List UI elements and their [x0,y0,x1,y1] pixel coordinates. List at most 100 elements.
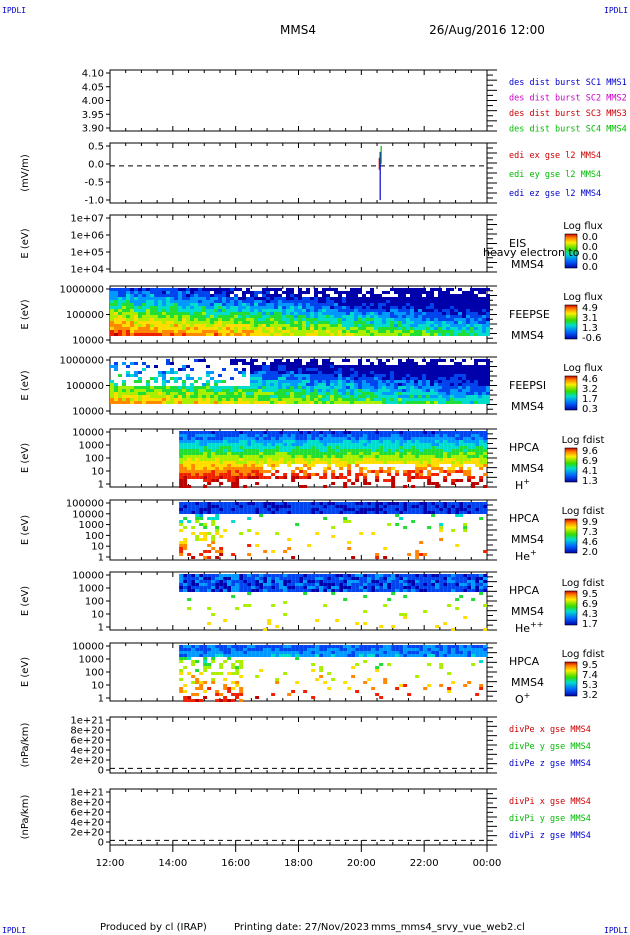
spectrogram-cell [246,306,250,309]
legend-entry: des dist burst SC2 MMS2 [509,94,627,104]
spectrogram-cell [331,470,335,473]
spectrogram-cell [350,297,354,300]
spectrogram-cell [431,434,435,437]
spectrogram-cell [403,443,407,446]
spectrogram-cell [118,374,122,377]
spectrogram-cell [334,330,338,333]
spectrogram-cell [154,380,158,383]
spectrogram-cell [191,461,195,464]
spectrogram-cell [422,312,426,315]
spectrogram-cell [322,288,326,291]
spectrogram-cell [474,395,478,398]
spectrogram-cell [250,377,254,380]
spectrogram-cell [231,467,235,470]
spectrogram-cell [295,523,299,526]
colorbar-title: Log fdist [562,435,605,446]
spectrogram-cell [126,318,130,321]
spectrogram-cell [162,374,166,377]
spectrogram-cell [198,398,202,401]
spectrogram-cell [270,377,274,380]
spectrogram-cell [203,476,207,479]
spectrogram-cell [467,467,471,470]
spectrogram-cell [235,502,239,505]
spectrogram-cell [282,297,286,300]
spectrogram-cell [211,479,215,482]
spectrogram-cell [242,318,246,321]
spectrogram-cell [334,309,338,312]
spectrogram-cell [358,383,362,386]
spectrogram-cell [158,306,162,309]
spectrogram-cell [438,330,442,333]
spectrogram-cell [186,365,190,368]
spectrogram-cell [355,502,359,505]
spectrogram-cell [275,508,279,511]
spectrogram-cell [402,380,406,383]
spectrogram-cell [426,291,430,294]
spectrogram-cell [402,377,406,380]
spectrogram-cell [459,514,463,517]
spectrogram-cell [479,446,483,449]
spectrogram-cell [118,324,122,327]
spectrogram-cell [251,470,255,473]
spectrogram-cell [158,392,162,395]
spectrogram-cell [270,401,274,404]
spectrogram-cell [371,505,375,508]
spectrogram-cell [223,473,227,476]
spectrogram-cell [250,309,254,312]
spectrogram-cell [483,502,487,505]
spectrogram-cell [259,473,263,476]
spectrogram-cell [442,300,446,303]
spectrogram-cell [450,377,454,380]
spectrogram-cell [318,324,322,327]
spectrogram-cell [471,446,475,449]
spectrogram-cell [354,321,358,324]
spectrogram-cell [423,553,427,556]
spectrogram-cell [246,392,250,395]
spectrogram-cell [262,324,266,327]
spectrogram-cell [443,452,447,455]
spectrogram-cell [174,294,178,297]
y-tick-label: -1.0 [84,196,104,207]
spectrogram-cell [134,306,138,309]
spectrogram-cell [178,306,182,309]
spectrogram-cell [183,443,187,446]
spectrogram-cell [294,371,298,374]
spectrogram-cell [142,315,146,318]
spectrogram-cell [398,312,402,315]
spectrogram-cell [195,589,199,592]
spectrogram-cell [406,321,410,324]
spectrogram-cell [363,508,367,511]
spectrogram-cell [258,380,262,383]
y-tick-label: 10000 [72,428,104,439]
spectrogram-cell [470,368,474,371]
spectrogram-cell [294,401,298,404]
spectrogram-cell [270,368,274,371]
spectrogram-cell [326,362,330,365]
spectrogram-cell [226,395,230,398]
spectrogram-cell [234,309,238,312]
spectrogram-cell [423,437,427,440]
spectrogram-cell [182,330,186,333]
spectrogram-cell [231,583,235,586]
spectrogram-cell [327,434,331,437]
spectrogram-cell [142,324,146,327]
spectrogram-cell [467,455,471,458]
spectrogram-cell [343,461,347,464]
spectrogram-cell [262,333,266,336]
spectrogram-cell [462,398,466,401]
spectrogram-cell [207,622,211,625]
spectrogram-cell [234,297,238,300]
spectrogram-cell [170,395,174,398]
spectrogram-cell [322,309,326,312]
spectrogram-cell [266,327,270,330]
spectrogram-cell [203,452,207,455]
spectrogram-cell [334,401,338,404]
spectrogram-cell [370,291,374,294]
spectrogram-cell [434,321,438,324]
spectrogram-cell [283,461,287,464]
spectrogram-cell [282,386,286,389]
spectrogram-cell [162,392,166,395]
spectrogram-cell [410,294,414,297]
spectrogram-cell [275,446,279,449]
spectrogram-cell [142,330,146,333]
